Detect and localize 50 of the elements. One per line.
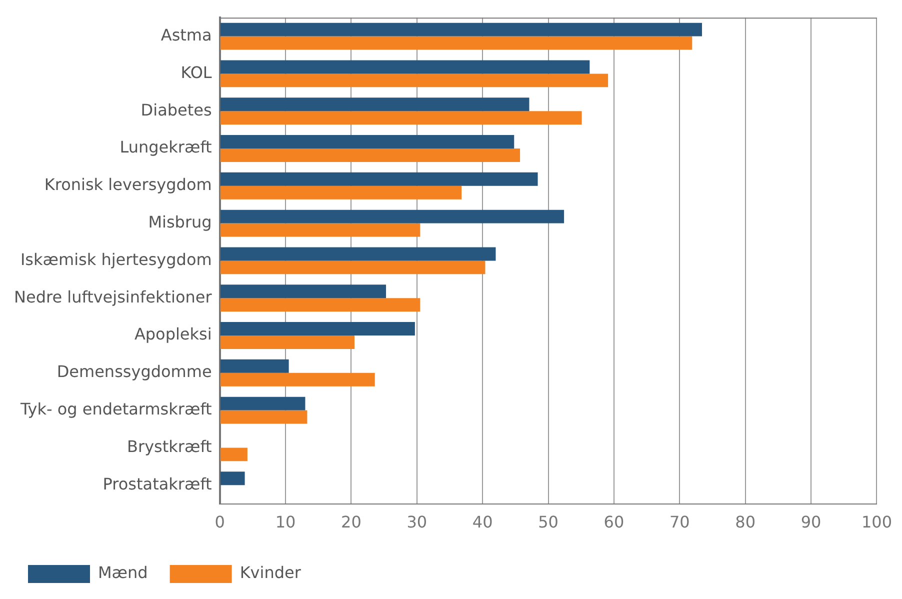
bar (220, 247, 496, 261)
bar (220, 298, 420, 312)
bar (220, 22, 702, 36)
y-tick-label: Tyk- og endetarmskræft (19, 399, 212, 418)
y-tick-label: Lungekræft (120, 138, 212, 157)
x-tick-label: 100 (861, 512, 892, 532)
x-tick-label: 0 (214, 512, 225, 532)
x-tick-label: 20 (341, 512, 362, 532)
x-tick-label: 50 (538, 512, 558, 532)
bar (220, 111, 582, 125)
bar (220, 410, 308, 424)
bar (220, 396, 306, 410)
bar (220, 186, 462, 200)
bar (220, 98, 530, 112)
bar (220, 60, 590, 74)
bar (220, 336, 354, 349)
y-tick-label: Apopleksi (134, 324, 212, 344)
x-tick-label: 30 (406, 512, 428, 532)
bar (220, 148, 520, 162)
y-tick-label: KOL (180, 62, 212, 82)
legend-label: Kvinder (240, 563, 302, 582)
x-tick-label: 60 (604, 512, 624, 532)
x-tick-label: 40 (472, 512, 493, 532)
y-tick-label: Prostatakræft (102, 474, 212, 494)
bar (220, 36, 692, 50)
bar (220, 74, 608, 88)
bar (220, 448, 248, 462)
y-tick-label: Astma (160, 25, 212, 44)
bar (220, 472, 245, 486)
bar (220, 322, 415, 336)
bar (220, 284, 386, 298)
bar (220, 210, 564, 224)
bar (220, 223, 420, 237)
y-tick-label: Nedre luftvejsinfektioner (14, 287, 212, 306)
y-tick-label: Brystkræft (127, 436, 212, 456)
y-tick-label: Misbrug (148, 212, 212, 232)
y-tick-label: Iskæmisk hjertesygdom (20, 250, 212, 269)
bar (220, 135, 514, 148)
legend-label: Mænd (98, 563, 148, 582)
y-tick-label: Diabetes (140, 100, 212, 120)
bar (220, 260, 486, 274)
y-tick-label: Kronisk leversygdom (44, 175, 212, 194)
x-tick-label: 80 (735, 512, 756, 532)
bar (220, 372, 375, 386)
y-tick-label: Demenssygdomme (56, 362, 212, 382)
bar (220, 359, 289, 373)
x-tick-label: 90 (800, 512, 822, 532)
x-tick-label: 70 (669, 512, 690, 532)
bar (220, 172, 538, 186)
x-tick-label: 10 (275, 512, 296, 532)
